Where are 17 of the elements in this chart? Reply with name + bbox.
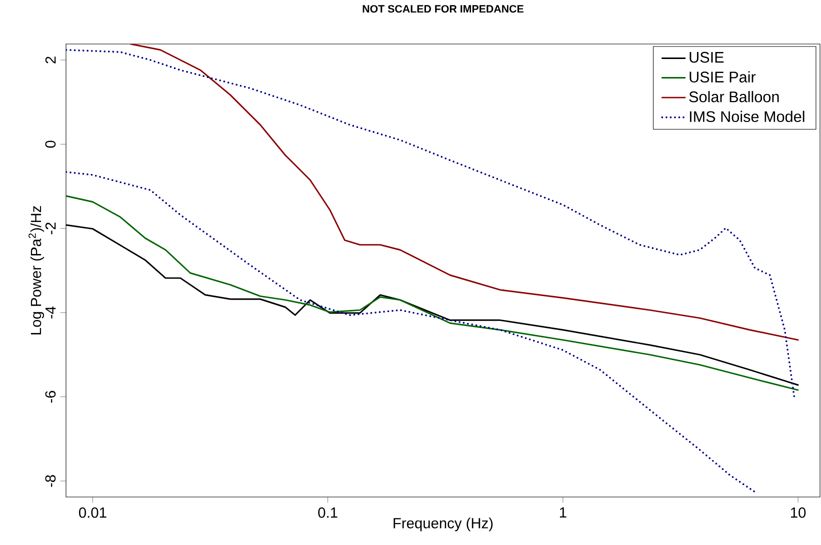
y-axis-title: Log Power (Pa$^{2}$)/Hz (28, 206, 44, 334)
y-tick-label: 2 (45, 56, 56, 64)
x-tick-label: 1 (560, 507, 566, 518)
x-tick-label: 0.01 (79, 507, 106, 518)
y-tick-label: 0 (45, 140, 56, 148)
x-tick-label: 0.1 (318, 507, 338, 518)
x-axis-title: Frequency (Hz) (394, 518, 493, 532)
legend-label: Solar Balloon (689, 91, 779, 102)
y-tick-label: -2 (45, 222, 56, 234)
legend-label: USIE Pair (690, 71, 756, 82)
y-tick-label: -4 (46, 306, 56, 318)
y-tick-label: -8 (45, 475, 56, 487)
y-tick-label: -6 (45, 390, 56, 403)
chart-title: NOT SCALED FOR IMPEDANCE (362, 5, 524, 13)
legend-label: USIE (690, 52, 724, 63)
legend-label: IMS Noise Model (690, 110, 804, 122)
x-tick-label: 10 (790, 507, 806, 518)
